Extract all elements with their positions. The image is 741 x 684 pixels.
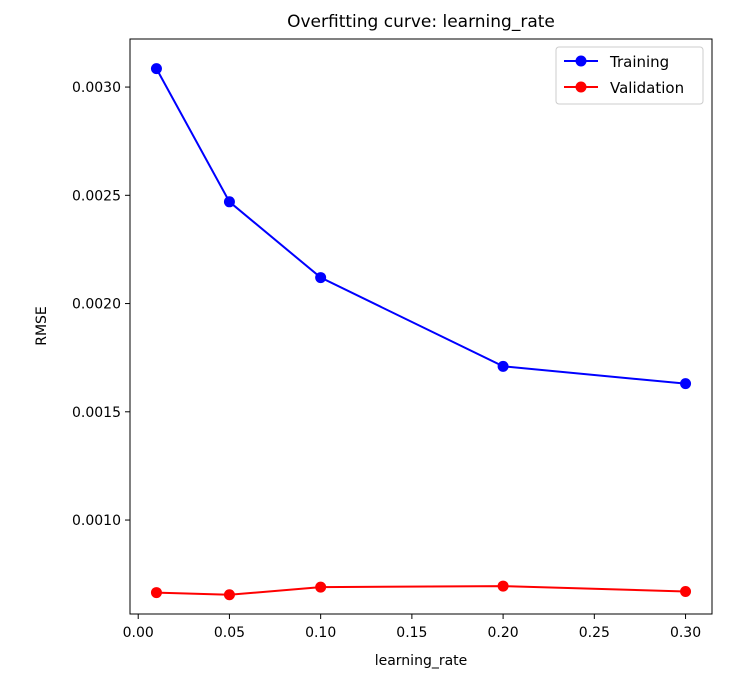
x-tick-label: 0.25: [579, 625, 610, 641]
data-point-training: [223, 196, 235, 208]
legend-label-training: Training: [609, 53, 669, 71]
data-point-validation: [150, 587, 162, 599]
y-tick-label: 0.0025: [72, 188, 121, 204]
x-tick-label: 0.10: [305, 625, 336, 641]
x-tick-label: 0.15: [396, 625, 427, 641]
data-point-validation: [497, 580, 509, 592]
x-tick-label: 0.00: [123, 625, 154, 641]
legend-marker-training: [575, 55, 587, 67]
x-tick-label: 0.30: [670, 625, 701, 641]
x-axis-ticks: 0.00 0.05 0.10 0.15 0.20 0.25 0.30: [123, 614, 701, 641]
data-point-training: [680, 378, 692, 390]
series-line-validation: [156, 585, 686, 596]
y-tick-label: 0.0030: [72, 80, 121, 96]
y-tick-label: 0.0010: [72, 513, 121, 529]
data-point-training: [315, 272, 327, 284]
data-point-validation: [223, 589, 235, 601]
y-tick-label: 0.0015: [72, 405, 121, 421]
data-point-training: [497, 360, 509, 372]
plot-area-frame: [129, 38, 713, 615]
y-tick-label: 0.0020: [72, 297, 121, 313]
x-tick-label: 0.05: [214, 625, 245, 641]
data-point-validation: [315, 581, 327, 593]
series-line-training: [155, 68, 686, 385]
x-tick-label: 0.20: [488, 625, 519, 641]
y-axis-ticks: 0.0010 0.0015 0.0020 0.0025 0.0030: [72, 80, 130, 529]
y-axis-label: RMSE: [34, 306, 50, 346]
series-layer: [150, 63, 692, 601]
x-axis-label: learning_rate: [375, 653, 468, 669]
data-point-training: [150, 63, 162, 75]
chart-title: Overfitting curve: learning_rate: [287, 12, 555, 32]
legend-label-validation: Validation: [610, 79, 684, 97]
legend-marker-validation: [575, 81, 587, 93]
legend: Training Validation: [555, 46, 704, 105]
data-point-validation: [680, 585, 692, 597]
